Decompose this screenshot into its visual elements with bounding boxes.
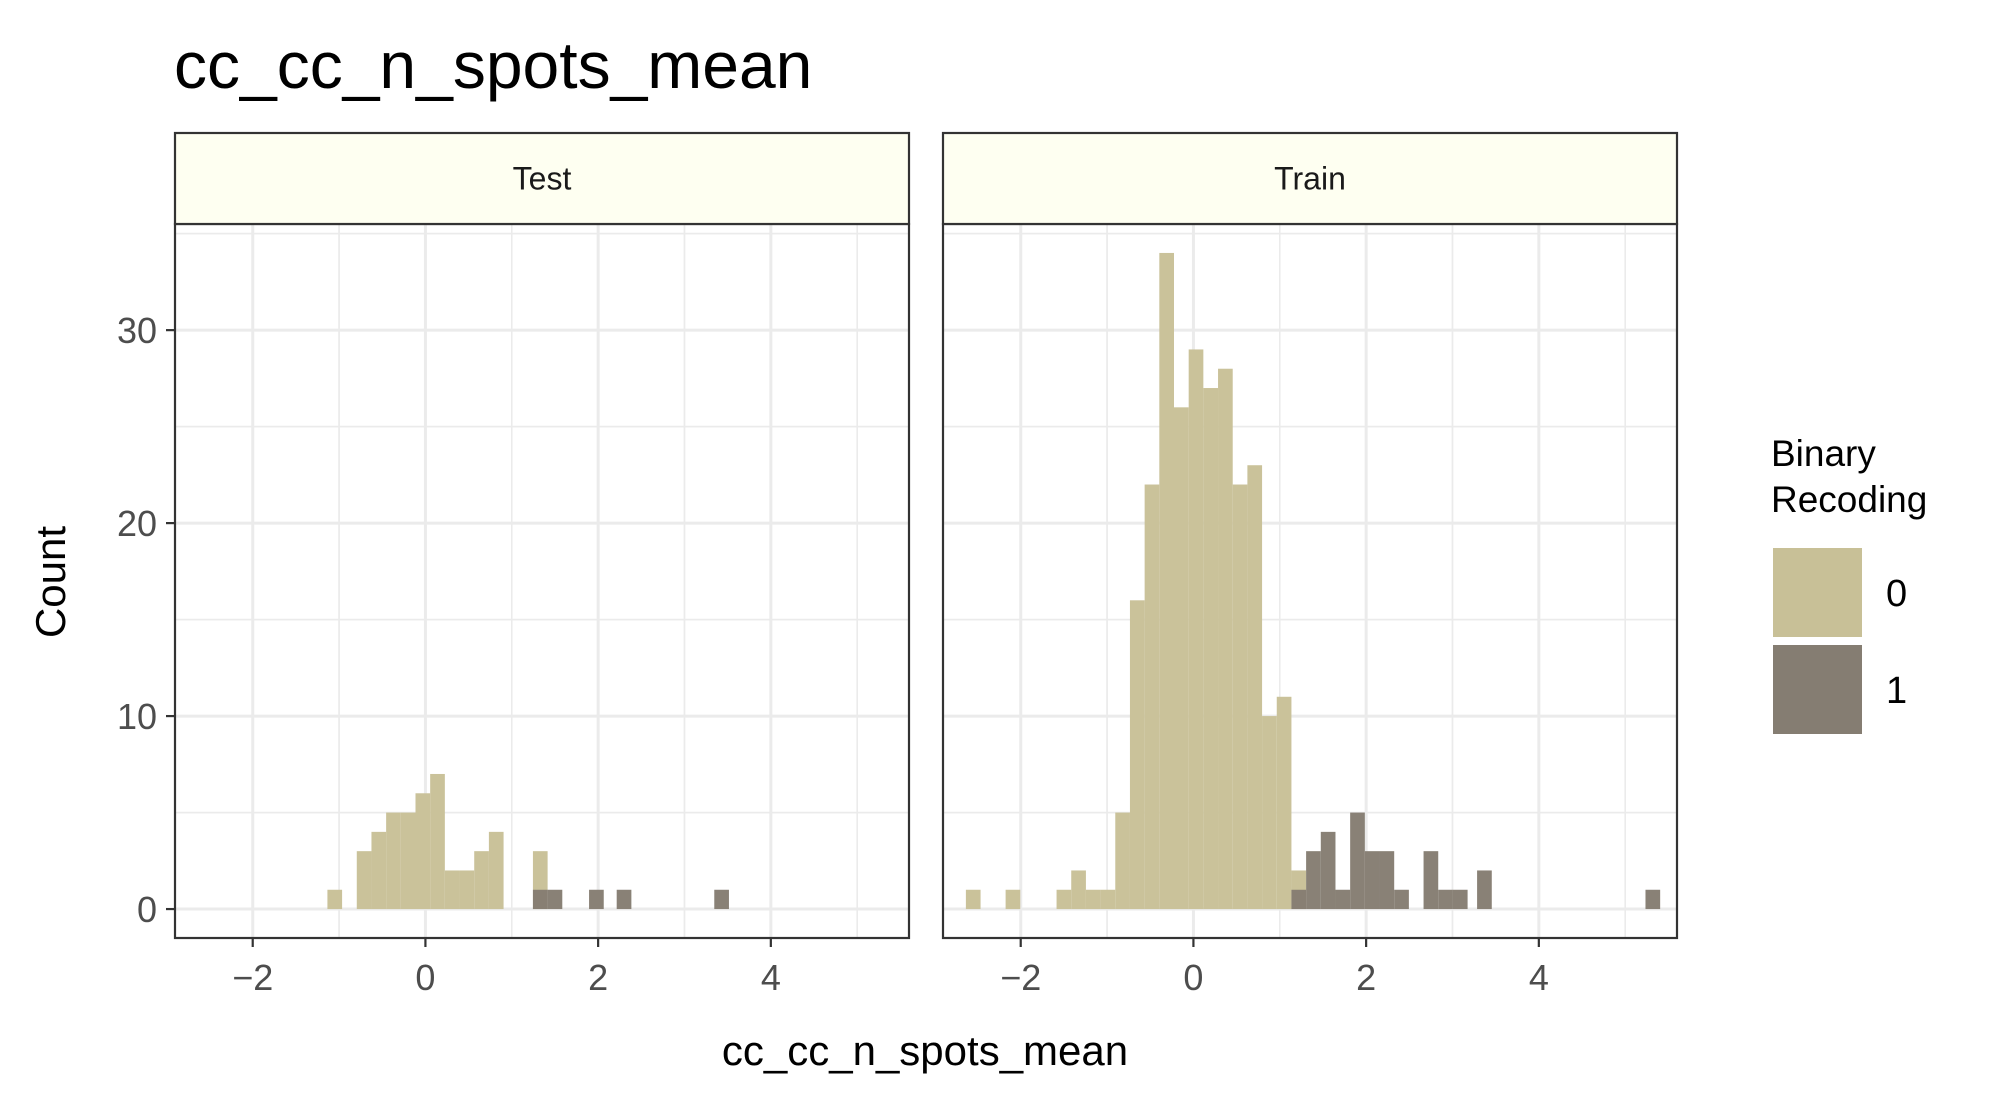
- x-tick-label: 0: [415, 957, 435, 998]
- panel-train: Train −2 0 2 4: [941, 131, 1679, 998]
- histogram-bar-group-0: [1232, 484, 1248, 910]
- facet-strip-label: Test: [513, 161, 572, 197]
- histogram-bar-group-1: [589, 889, 604, 910]
- y-tick-label: 20: [117, 503, 157, 544]
- histogram-bar-group-1: [532, 889, 548, 910]
- histogram-bar-group-0: [1129, 600, 1145, 910]
- legend-label-1: 1: [1886, 670, 1907, 712]
- histogram-bar-group-0: [965, 889, 981, 910]
- x-tick-label: −2: [232, 957, 273, 998]
- histogram-bar-group-1: [1394, 889, 1409, 910]
- histogram-bar-group-0: [459, 870, 475, 910]
- histogram-bar-group-0: [356, 851, 372, 910]
- histogram-bar-group-1: [1477, 870, 1492, 910]
- histogram-bar-group-0: [488, 831, 504, 910]
- legend-label-0: 0: [1886, 573, 1907, 615]
- histogram-bar-group-0: [1262, 716, 1277, 910]
- histogram-bar-group-0: [1085, 889, 1101, 910]
- histogram-bar-group-0: [1218, 368, 1233, 910]
- histogram-bar-group-1: [1291, 889, 1307, 910]
- histogram-bar-group-1: [1379, 851, 1395, 910]
- histogram-bar-group-0: [415, 793, 431, 910]
- histogram-bar-group-0: [1115, 812, 1130, 910]
- histogram-bar-group-1: [1320, 831, 1336, 910]
- histogram-bar-group-0: [1276, 696, 1292, 910]
- x-tick-label: 2: [1356, 957, 1376, 998]
- histogram-bar-group-0: [474, 851, 489, 910]
- histogram-bar-group-1: [1364, 851, 1380, 910]
- panel-background: [175, 224, 909, 938]
- histogram-bar-group-0: [1071, 870, 1086, 910]
- histogram-bar-group-0: [1203, 388, 1219, 910]
- chart-title: cc_cc_n_spots_mean: [174, 28, 812, 102]
- x-axis-title: cc_cc_n_spots_mean: [722, 1027, 1128, 1074]
- histogram-bar-group-0: [1247, 465, 1263, 910]
- facet-panels: Test −2 0 2 4 0 10 20 30 Train −2 0 2 4: [117, 131, 1679, 998]
- histogram-bar-group-0: [1144, 484, 1160, 910]
- histogram-bar-group-1: [1335, 889, 1351, 910]
- histogram-bar-group-1: [1306, 851, 1321, 910]
- histogram-bar-group-1: [1645, 889, 1661, 910]
- histogram-bar-group-0: [444, 870, 460, 910]
- y-tick-label: 30: [117, 310, 157, 351]
- histogram-bar-group-0: [1056, 889, 1072, 910]
- histogram-bar-group-1: [547, 889, 563, 910]
- histogram-bar-group-0: [1173, 407, 1189, 910]
- legend-title-line-1: Binary: [1771, 433, 1876, 474]
- histogram-bar-group-1: [1452, 889, 1468, 910]
- x-tick-label: 0: [1183, 957, 1203, 998]
- x-tick-label: −2: [1000, 957, 1041, 998]
- legend-key-0: [1773, 548, 1862, 637]
- panel-background: [943, 224, 1677, 938]
- legend-title-line-2: Recoding: [1771, 479, 1927, 520]
- panel-test: Test −2 0 2 4 0 10 20 30: [117, 131, 911, 998]
- histogram-bar-group-1: [714, 889, 729, 910]
- histogram-bar-group-0: [327, 889, 343, 910]
- x-tick-label: 2: [588, 957, 608, 998]
- histogram-bar-group-0: [371, 831, 387, 910]
- histogram-bar-group-1: [1350, 812, 1365, 910]
- histogram-bar-group-1: [616, 889, 632, 910]
- histogram-bar-group-0: [1159, 252, 1174, 910]
- histogram-bar-group-0: [400, 812, 416, 910]
- histogram-bar-group-0: [386, 812, 401, 910]
- facet-strip: [173, 131, 911, 226]
- y-tick-label: 10: [117, 696, 157, 737]
- facet-strip: [941, 131, 1679, 226]
- facet-strip-label: Train: [1274, 161, 1346, 197]
- x-tick-label: 4: [761, 957, 781, 998]
- x-tick-label: 4: [1529, 957, 1549, 998]
- histogram-bar-group-0: [1005, 889, 1021, 910]
- histogram-bar-group-1: [1423, 851, 1439, 910]
- y-axis-title: Count: [27, 526, 74, 638]
- legend-key-1: [1773, 645, 1862, 734]
- y-tick-label: 0: [137, 889, 157, 930]
- histogram-bar-group-0: [430, 773, 445, 910]
- histogram-bar-group-0: [1100, 889, 1116, 910]
- histogram-bar-group-1: [1438, 889, 1453, 910]
- histogram-bar-group-0: [1188, 349, 1204, 910]
- legend: Binary Recoding 0 1: [1771, 433, 1927, 734]
